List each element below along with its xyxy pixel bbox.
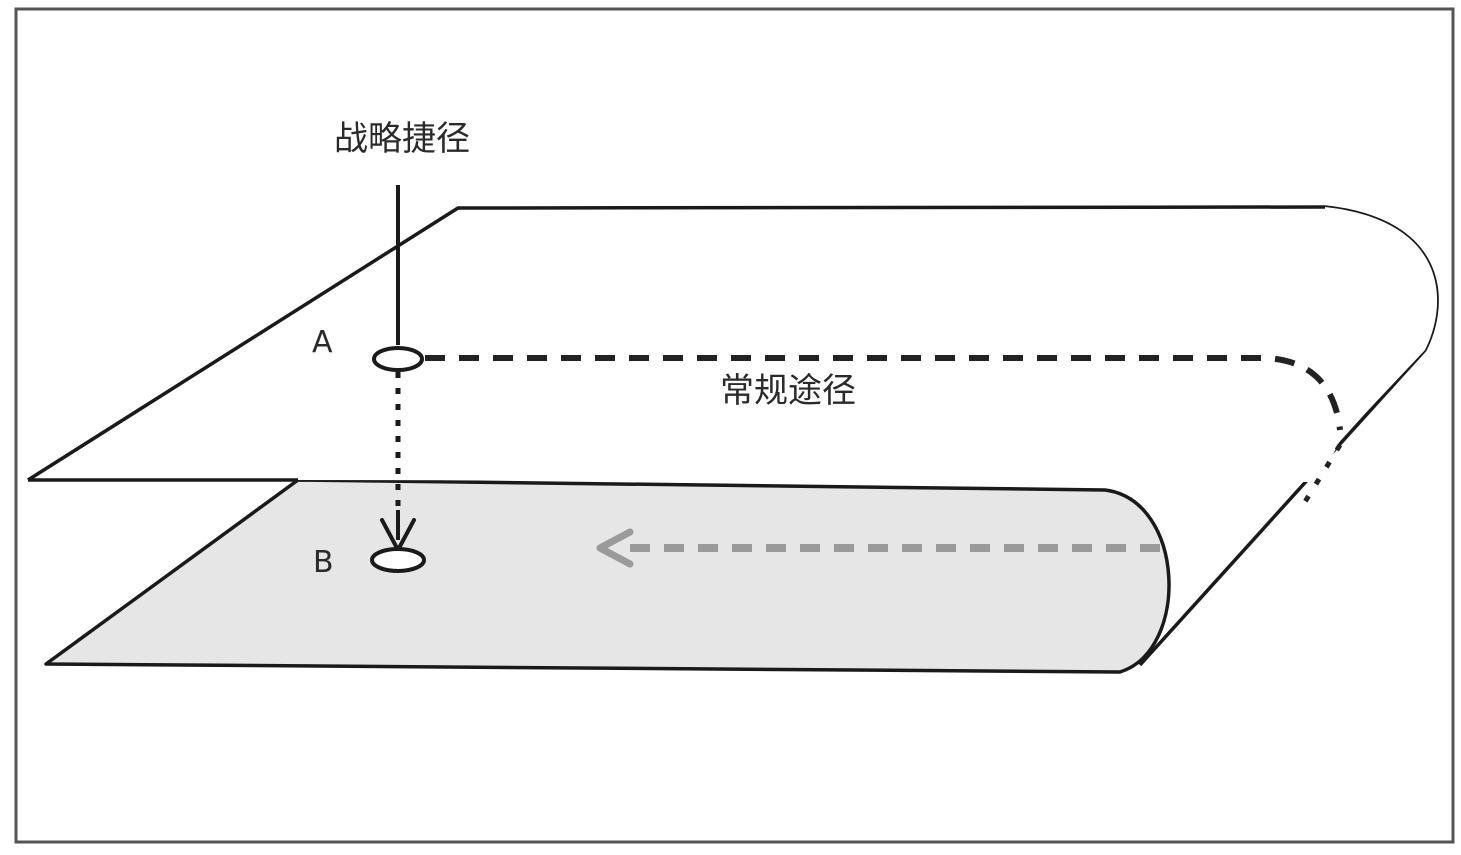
point-b-label: B: [313, 545, 334, 580]
regular-path-fold-dots: [1297, 443, 1343, 512]
point-a-hole: [372, 346, 424, 372]
lower-plane: [44, 478, 1171, 674]
point-b-hole: [370, 547, 426, 573]
upper-plane-outline: [27, 205, 1326, 482]
shortcut-label: 战略捷径: [334, 119, 470, 159]
point-a-label: A: [312, 325, 333, 360]
diagram-frame: [14, 7, 1455, 844]
upper-plane: [28, 207, 1438, 482]
regular-path-dashed: [425, 355, 1343, 431]
regular-path-label: 常规途径: [720, 371, 856, 411]
regular-path-arrowhead: [596, 528, 634, 568]
